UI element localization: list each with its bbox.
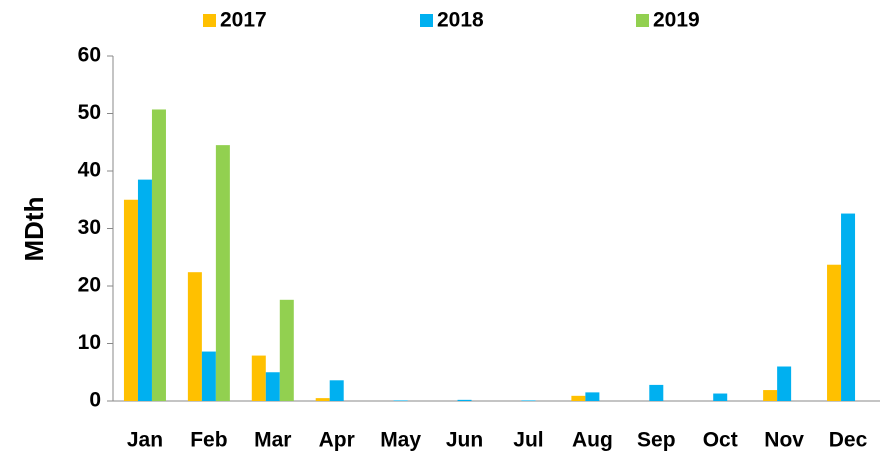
bar [649,384,664,401]
y-axis-label: MDth [19,197,49,262]
bar [201,351,216,401]
legend-label: 2017 [220,9,267,32]
x-tick-label: Aug [572,429,613,452]
bar [827,264,842,401]
x-tick-label: Apr [319,429,355,452]
bar [251,355,266,401]
x-tick-label: Dec [829,429,868,452]
x-tick-label: Oct [703,429,738,452]
bar [137,179,152,401]
legend-swatch [636,14,649,27]
bar [457,399,472,401]
x-tick-label: May [380,429,421,452]
y-tick-label: 40 [78,159,101,182]
y-tick-label: 10 [78,331,101,354]
x-tick-label: Jun [446,429,483,452]
x-tick-label: Sep [637,429,676,452]
y-tick-label: 50 [78,101,101,124]
bar [215,145,230,401]
bar [329,380,344,401]
bar [763,390,778,401]
bar [841,213,856,401]
bar [393,400,408,401]
bar [123,199,138,401]
x-tick-label: Nov [764,429,804,452]
bar [713,393,728,401]
bar [315,398,330,401]
bar [279,299,294,401]
y-tick-label: 30 [78,216,101,239]
legend-swatch [203,14,216,27]
x-tick-label: Jul [513,429,543,452]
legend-label: 2018 [437,9,484,32]
bar [521,400,536,401]
x-tick-label: Mar [254,429,291,452]
x-tick-label: Feb [190,429,227,452]
legend-swatch [420,14,433,27]
x-tick-label: Jan [127,429,163,452]
bar [151,109,166,401]
y-tick-label: 20 [78,274,101,297]
bar [265,372,280,401]
bar [585,392,600,401]
bar [777,366,792,401]
y-tick-label: 60 [78,44,101,67]
bar [571,395,586,401]
bar [187,272,202,401]
legend-label: 2019 [653,9,700,32]
y-tick-label: 0 [89,389,101,412]
